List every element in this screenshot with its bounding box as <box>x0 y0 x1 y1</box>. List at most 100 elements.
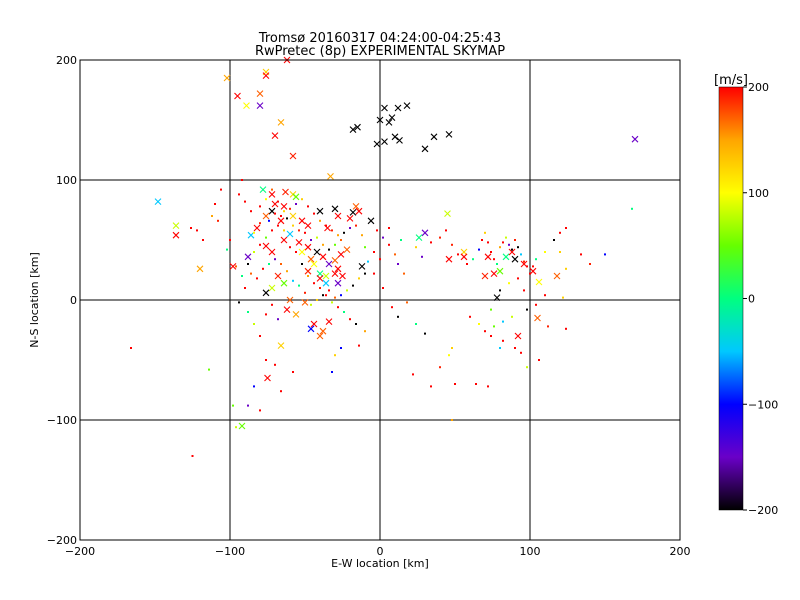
data-point-dot <box>373 272 375 275</box>
data-point-x <box>268 284 276 292</box>
data-point-dot <box>190 227 192 229</box>
data-point-dot <box>547 325 549 328</box>
data-point-dot <box>340 294 342 297</box>
data-point-dot <box>196 229 198 232</box>
data-point-dot <box>535 303 537 306</box>
data-point-dot <box>526 308 528 311</box>
data-point-x <box>289 212 297 220</box>
data-point-dot <box>445 229 447 232</box>
data-point-dot <box>259 205 261 208</box>
x-axis-label: E-W location [km] <box>331 557 429 570</box>
data-point-dot <box>508 282 510 285</box>
data-point-x <box>304 243 312 251</box>
data-point-dot <box>355 224 357 227</box>
data-point-dot <box>310 239 312 241</box>
data-point-dot <box>262 267 264 270</box>
data-point-dot <box>394 253 396 256</box>
data-point-dot <box>229 239 231 241</box>
data-point-dot <box>397 315 399 318</box>
data-point-dot <box>191 455 194 457</box>
data-point-x <box>352 203 360 210</box>
data-point-dot <box>325 224 327 227</box>
data-point-x <box>172 231 180 239</box>
data-point-x <box>304 222 312 229</box>
data-point-dot <box>283 210 285 213</box>
data-point-x <box>334 212 342 220</box>
data-point-dot <box>274 363 276 366</box>
data-point-x <box>508 248 516 256</box>
data-point-dot <box>289 246 291 249</box>
data-point-x <box>268 248 276 256</box>
data-point-dot <box>235 265 237 268</box>
data-point-dot <box>259 409 261 412</box>
data-point-dot <box>496 263 498 265</box>
data-point-dot <box>559 231 561 234</box>
data-point-dot <box>295 251 297 253</box>
data-point-dot <box>451 347 453 349</box>
data-point-x <box>346 215 354 222</box>
data-point-x <box>327 173 334 180</box>
data-point-dot <box>373 251 375 253</box>
data-point-dot <box>343 311 345 313</box>
x-tick-label: 200 <box>670 545 691 558</box>
data-point-dot <box>280 263 282 265</box>
data-point-dot <box>274 258 276 261</box>
data-point-dot <box>253 231 255 234</box>
data-point-dot <box>214 203 216 205</box>
data-point-dot <box>241 275 243 277</box>
data-point-x <box>415 234 423 241</box>
data-point-dot <box>289 207 291 210</box>
data-point-dot <box>313 212 315 215</box>
data-point-dot <box>325 294 327 297</box>
data-point-x <box>280 279 288 287</box>
data-point-dot <box>451 243 453 246</box>
data-point-x <box>234 92 241 100</box>
data-point-dot <box>367 260 369 263</box>
data-point-dot <box>328 248 330 251</box>
y-tick-label: −200 <box>47 534 77 547</box>
data-point-x <box>631 135 639 143</box>
data-point-dot <box>472 258 474 261</box>
data-point-x <box>286 230 294 238</box>
data-point-dot <box>514 347 516 349</box>
data-point-dot <box>589 263 591 265</box>
data-point-dot <box>247 263 249 265</box>
colorbar-tick-label: −200 <box>748 504 778 517</box>
data-point-dot <box>493 258 495 261</box>
data-point-dot <box>238 301 240 304</box>
data-point-dot <box>481 239 483 241</box>
data-point-x <box>325 318 333 325</box>
data-point-x <box>349 209 357 216</box>
data-point-dot <box>430 385 432 388</box>
data-point-dot <box>355 323 357 325</box>
data-point-dot <box>544 294 546 297</box>
data-point-dot <box>334 354 336 357</box>
data-point-x <box>331 270 339 277</box>
data-point-dot <box>130 347 132 349</box>
y-axis-ticks: −200 −100 0 100 200 <box>47 54 680 547</box>
data-point-dot <box>247 404 249 407</box>
data-point-x <box>334 279 342 287</box>
data-point-x <box>307 325 315 333</box>
data-point-x <box>354 123 361 131</box>
data-point-x <box>319 327 327 335</box>
data-point-x <box>262 289 270 297</box>
data-point-dot <box>526 366 528 369</box>
x-tick-label: 0 <box>377 545 384 558</box>
y-tick-label: −100 <box>47 414 77 427</box>
data-point-dot <box>388 227 390 229</box>
data-point-dot <box>265 359 267 361</box>
data-point-dot <box>484 231 486 234</box>
data-point-dot <box>349 227 351 229</box>
data-point-dot <box>382 287 384 289</box>
data-point-dot <box>274 212 276 215</box>
data-point-x <box>301 299 309 306</box>
data-point-x <box>396 137 403 144</box>
data-point-dot <box>499 289 501 292</box>
data-point-x <box>256 102 264 109</box>
data-point-dot <box>466 263 468 265</box>
data-point-dot <box>361 234 363 237</box>
data-point-x <box>280 203 288 210</box>
x-tick-label: 100 <box>520 545 541 558</box>
